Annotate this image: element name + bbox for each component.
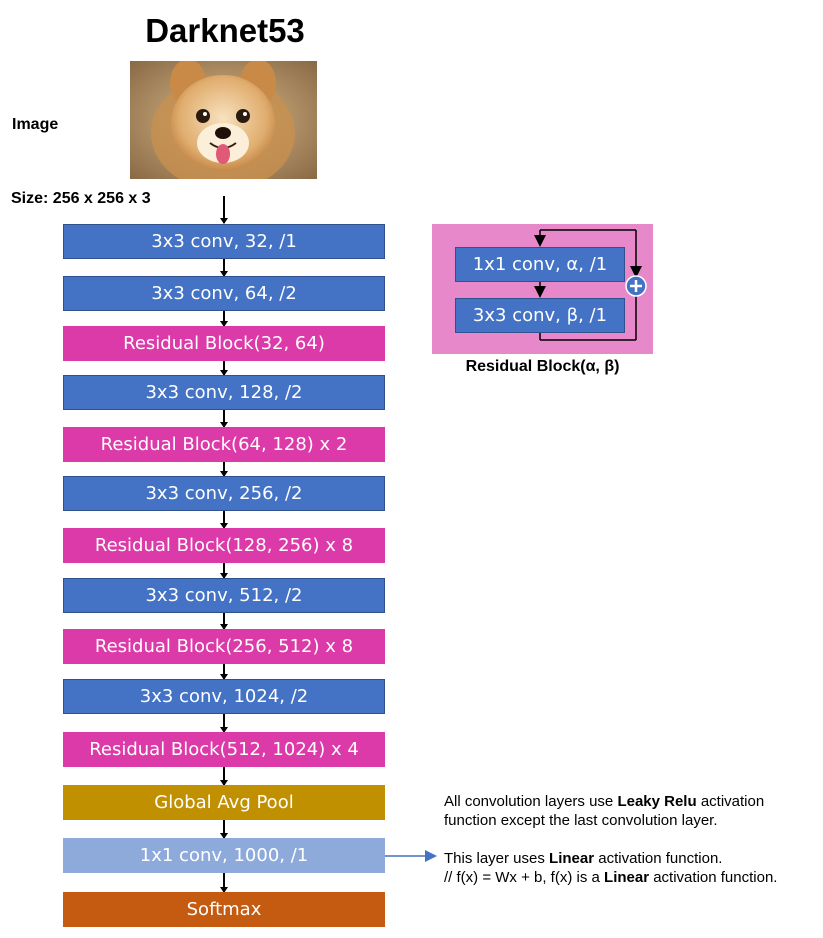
linear-note-text: This layer uses — [444, 850, 550, 867]
layer-res-5: Residual Block(64, 128) x 2 — [63, 427, 385, 462]
layer-connector-arrow — [220, 820, 228, 839]
linear-note-suffix: activation function. — [594, 850, 723, 867]
formula-text: // f(x) = Wx + b, f(x) is a — [444, 869, 605, 886]
layer-conv-6: 3x3 conv, 256, /2 — [63, 476, 385, 511]
layer-connector-arrow — [220, 361, 228, 376]
residual-layer-3x3: 3x3 conv, β, /1 — [455, 298, 625, 333]
layer-connector-arrow — [220, 873, 228, 893]
add-icon — [625, 275, 647, 297]
formula-bold: Linear — [604, 869, 650, 886]
diagram-title: Darknet53 — [145, 12, 305, 49]
activation-note-suffix: activation — [696, 793, 765, 810]
layer-connector-arrow — [220, 767, 228, 786]
layer-connector-arrow — [220, 563, 228, 579]
residual-block-caption: Residual Block(α, β) — [465, 358, 620, 375]
residual-layer-1x1: 1x1 conv, α, /1 — [455, 247, 625, 282]
activation-note: All convolution layers use Leaky Relu ac… — [444, 792, 764, 830]
activation-note-line2: function except the last convolution lay… — [444, 812, 718, 829]
layer-connector-arrow — [220, 511, 228, 529]
layer-pool-12: Global Avg Pool — [63, 785, 385, 820]
input-dog-image — [130, 61, 317, 179]
layer-soft-14: Softmax — [63, 892, 385, 927]
layer-connector-arrow — [220, 410, 228, 428]
layer-connector-arrow — [220, 462, 228, 477]
layer-res-11: Residual Block(512, 1024) x 4 — [63, 732, 385, 767]
layer-conv-10: 3x3 conv, 1024, /2 — [63, 679, 385, 714]
input-size-label: Size: 256 x 256 x 3 — [11, 190, 151, 207]
layer-fc-13: 1x1 conv, 1000, /1 — [63, 838, 385, 873]
layer-res-7: Residual Block(128, 256) x 8 — [63, 528, 385, 563]
image-label: Image — [12, 116, 59, 133]
layer-connector-arrow — [220, 714, 228, 733]
layer-res-3: Residual Block(32, 64) — [63, 326, 385, 361]
layer-connector-arrow — [220, 613, 228, 630]
activation-note-text: All convolution layers use — [444, 793, 618, 810]
formula-suffix: activation function. — [649, 869, 778, 886]
layer-conv-4: 3x3 conv, 128, /2 — [63, 375, 385, 410]
residual-block-connectors — [534, 229, 642, 341]
layer-connector-arrow — [220, 664, 228, 680]
layer-res-9: Residual Block(256, 512) x 8 — [63, 629, 385, 664]
layer-conv-2: 3x3 conv, 64, /2 — [63, 276, 385, 311]
input-arrow — [220, 196, 228, 224]
layer-connector-arrow — [220, 259, 228, 277]
linear-note: This layer uses Linear activation functi… — [444, 849, 777, 887]
layer-conv-1: 3x3 conv, 32, /1 — [63, 224, 385, 259]
activation-note-bold: Leaky Relu — [617, 793, 697, 810]
linear-note-bold: Linear — [549, 850, 595, 867]
layer-connector-arrow — [220, 311, 228, 327]
layer-conv-8: 3x3 conv, 512, /2 — [63, 578, 385, 613]
